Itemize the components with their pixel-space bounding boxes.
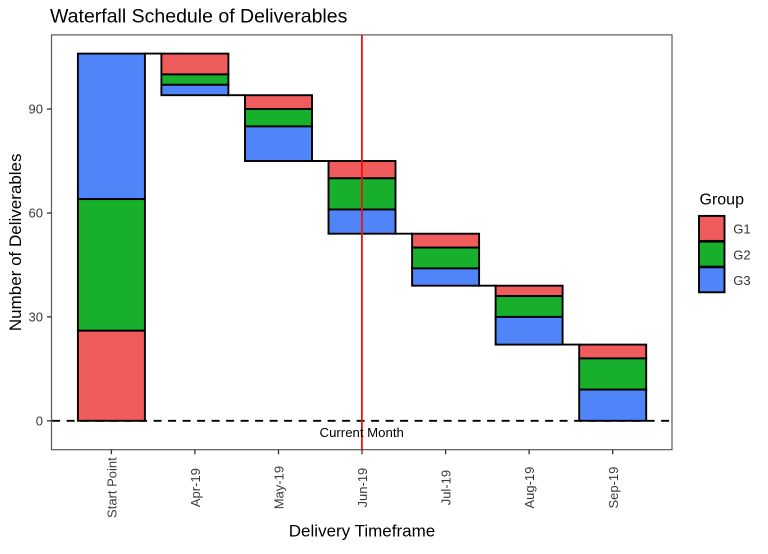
svg-text:Number of Deliverables: Number of Deliverables bbox=[6, 153, 25, 331]
svg-text:Waterfall Schedule of Delivera: Waterfall Schedule of Deliverables bbox=[50, 6, 348, 28]
svg-text:Sep-19: Sep-19 bbox=[606, 467, 621, 509]
svg-text:Current Month: Current Month bbox=[320, 425, 404, 440]
svg-text:90: 90 bbox=[29, 102, 43, 117]
svg-text:0: 0 bbox=[36, 413, 43, 428]
svg-text:Delivery Timeframe: Delivery Timeframe bbox=[289, 522, 435, 541]
svg-text:Jul-19: Jul-19 bbox=[439, 470, 454, 505]
svg-text:Aug-19: Aug-19 bbox=[522, 467, 537, 509]
svg-text:Start Point: Start Point bbox=[105, 457, 120, 518]
svg-text:Jun-19: Jun-19 bbox=[355, 468, 370, 508]
svg-text:G3: G3 bbox=[733, 273, 750, 288]
svg-text:60: 60 bbox=[29, 206, 43, 221]
svg-text:30: 30 bbox=[29, 309, 43, 324]
svg-text:Group: Group bbox=[700, 191, 745, 208]
svg-text:May-19: May-19 bbox=[272, 466, 287, 509]
svg-text:G2: G2 bbox=[733, 247, 750, 262]
svg-text:Apr-19: Apr-19 bbox=[188, 468, 203, 507]
svg-text:G1: G1 bbox=[733, 222, 750, 237]
